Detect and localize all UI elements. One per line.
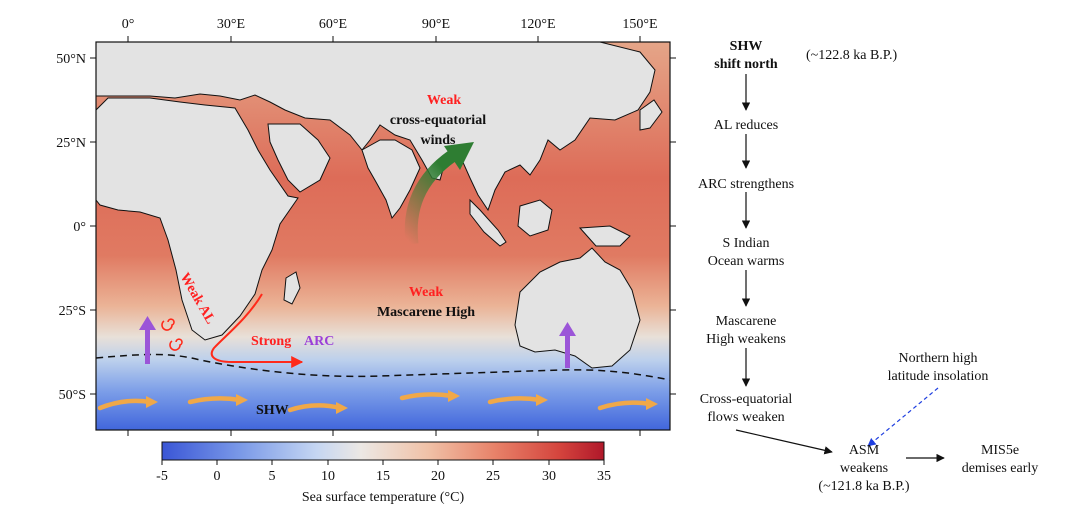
shw-arrow — [597, 400, 653, 411]
map-frame — [95, 41, 671, 431]
flow-arrows — [735, 74, 945, 463]
label-arc: ARC — [304, 334, 334, 349]
lat-tick: 0° — [73, 220, 86, 235]
land-eurasia — [96, 42, 656, 212]
lon-tick: 30°E — [217, 17, 245, 32]
lat-tick: 50°S — [59, 388, 86, 403]
map-panel: Weak cross-equatorial winds Weak AL Stro… — [56, 17, 676, 436]
lat-tick: 25°N — [56, 136, 86, 151]
flow-cef-2: flows weaken — [707, 410, 784, 425]
lat-ticks — [90, 57, 676, 395]
spiral-icons — [161, 318, 183, 351]
purple-arrows — [139, 316, 576, 368]
colorbar-label: Sea surface temperature (°C) — [302, 490, 465, 505]
lat-tick: 50°N — [56, 52, 86, 67]
colorbar-tick: 5 — [269, 469, 276, 484]
colorbar-tick: 10 — [321, 469, 335, 484]
label-weak-mh: Weak — [409, 285, 443, 300]
colorbar-tick: -5 — [156, 469, 168, 484]
flowchart: SHW shift north (~122.8 ka B.P.) AL redu… — [698, 39, 1038, 494]
flow-shw: SHW — [730, 39, 763, 54]
shw-arrow — [187, 396, 243, 405]
purple-arrow-head — [559, 322, 576, 336]
colorbar: -5 0 5 10 15 20 25 30 35 Sea surface tem… — [156, 441, 611, 505]
flow-mh-2: High weakens — [706, 332, 786, 347]
purple-arrow-head — [139, 316, 156, 330]
flow-shift-north: shift north — [714, 57, 778, 72]
land-borneo — [517, 199, 553, 237]
label-mascarene-high: Mascarene High — [377, 305, 475, 320]
land-australia — [514, 247, 641, 369]
flow-asm-time: (~121.8 ka B.P.) — [818, 479, 910, 494]
shw-arrow — [97, 398, 153, 411]
land-india — [361, 139, 421, 220]
lon-tick: 90°E — [422, 17, 450, 32]
shw-arrowheads — [146, 390, 658, 414]
flow-arc: ARC strengthens — [698, 177, 794, 192]
flow-sio-1: S Indian — [722, 236, 769, 251]
label-shw: SHW — [256, 403, 289, 418]
flow-mis-1: MIS5e — [981, 443, 1019, 458]
land-africa — [96, 97, 299, 341]
colorbar-tick: 20 — [431, 469, 445, 484]
shw-arrow — [287, 403, 343, 413]
land-sumatra — [469, 198, 507, 247]
landmasses — [96, 42, 663, 369]
flow-mis-2: demises early — [962, 461, 1039, 476]
lon-ticks — [127, 36, 641, 436]
flow-cef-1: Cross-equatorial — [700, 392, 793, 407]
lon-tick: 0° — [122, 17, 135, 32]
colorbar-tick: 35 — [597, 469, 611, 484]
label-winds: winds — [420, 133, 456, 148]
flow-asm-1: ASM — [849, 443, 880, 458]
lon-tick: 60°E — [319, 17, 347, 32]
lat-tick: 25°S — [59, 304, 86, 319]
flow-shw-time: (~122.8 ka B.P.) — [806, 48, 898, 63]
cross-equatorial-arrowhead — [444, 142, 474, 170]
lon-tick: 120°E — [520, 17, 555, 32]
land-japan — [639, 99, 663, 131]
land-madagascar — [283, 271, 301, 305]
shw-arrow — [487, 396, 543, 405]
land-new-guinea — [578, 225, 631, 247]
flow-mh-1: Mascarene — [716, 314, 777, 329]
shw-arrows — [97, 392, 653, 413]
flow-al: AL reduces — [714, 118, 778, 133]
colorbar-tick: 0 — [214, 469, 221, 484]
colorbar-tick: 25 — [486, 469, 500, 484]
arc-arrow — [210, 293, 304, 368]
land-arabia — [267, 123, 331, 193]
lon-tick: 150°E — [622, 17, 657, 32]
flow-nhi-1: Northern high — [899, 351, 978, 366]
colorbar-tick: 30 — [542, 469, 556, 484]
cross-equatorial-arrow — [404, 150, 456, 245]
colorbar-tick: 15 — [376, 469, 390, 484]
flow-asm-2: weakens — [840, 461, 888, 476]
flow-insolation-arrow — [867, 387, 939, 447]
colorbar-gradient — [161, 441, 605, 461]
flow-sio-2: Ocean warms — [708, 254, 785, 269]
label-weak-winds: Weak — [427, 93, 461, 108]
shw-arrow — [399, 392, 455, 401]
label-cross-equatorial: cross-equatorial — [390, 113, 486, 128]
front-dashed-line — [95, 353, 671, 381]
label-strong: Strong — [251, 334, 291, 349]
flow-nhi-2: latitude insolation — [888, 369, 989, 384]
